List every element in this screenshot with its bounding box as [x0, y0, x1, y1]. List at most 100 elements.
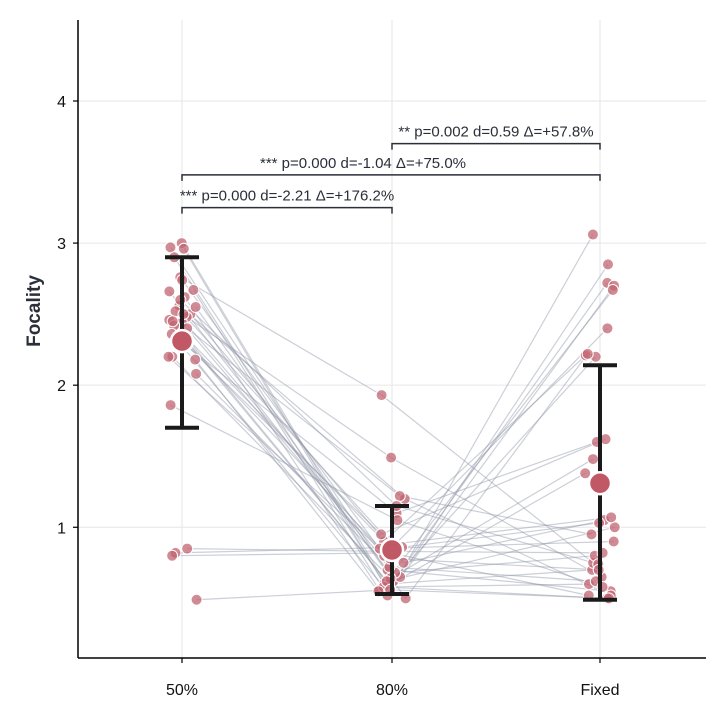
y-tick-label: 1	[57, 520, 66, 537]
subject-line	[392, 282, 608, 582]
subject-line	[391, 516, 612, 545]
subject-line	[189, 313, 404, 564]
subject-line	[390, 552, 589, 597]
subject-line	[387, 569, 611, 592]
data-point	[166, 315, 179, 328]
subject-line	[378, 289, 614, 591]
subject-line	[381, 394, 594, 564]
subject-line	[181, 279, 401, 578]
data-point	[585, 528, 598, 541]
subject-line	[396, 441, 598, 514]
data-point	[181, 542, 194, 555]
subject-line	[171, 333, 397, 514]
subject-lines	[168, 234, 615, 601]
data-point	[177, 242, 190, 255]
y-tick-label: 2	[57, 378, 66, 395]
subject-line	[173, 256, 388, 588]
data-point	[164, 241, 177, 254]
subject-line	[192, 289, 389, 596]
subject-line	[179, 299, 397, 507]
subject-line	[183, 248, 385, 585]
mean-marker	[587, 470, 613, 496]
subject-line	[399, 495, 592, 535]
subject-line	[186, 327, 401, 497]
subject-line	[390, 458, 594, 579]
subject-line	[396, 505, 599, 565]
data-point	[581, 347, 594, 360]
subject-line	[168, 356, 381, 550]
subject-line	[383, 354, 587, 542]
subject-line	[405, 353, 589, 599]
subject-line	[187, 547, 391, 553]
axes: 1 2 3 4 50% 80% Fixed	[57, 20, 706, 699]
subject-line	[194, 359, 379, 592]
data-point	[375, 389, 388, 402]
subject-line	[378, 472, 586, 592]
subject-line	[178, 305, 406, 500]
subject-line	[172, 552, 391, 557]
subject-line	[386, 526, 615, 582]
data-point	[375, 528, 388, 541]
subject-line	[195, 373, 390, 568]
x-tick-label: Fixed	[580, 682, 619, 699]
subject-line	[402, 522, 600, 548]
data-point	[601, 258, 614, 271]
mean-marker	[169, 328, 195, 354]
subject-line	[389, 234, 594, 592]
data-point	[586, 228, 599, 241]
subject-line	[387, 285, 615, 596]
subject-line	[175, 310, 385, 557]
subject-line	[170, 404, 398, 521]
data-point	[166, 549, 179, 562]
data-point	[190, 367, 203, 380]
subject-line	[169, 247, 394, 582]
subject-line	[383, 586, 608, 599]
x-tick-label: 50%	[166, 682, 198, 699]
mean-sd-marks	[165, 255, 617, 602]
data-point	[601, 322, 614, 335]
data-point	[385, 451, 398, 464]
subject-line	[186, 316, 392, 459]
data-point	[605, 511, 618, 524]
subject-line	[195, 306, 407, 599]
subject-line	[168, 291, 389, 571]
data-point	[164, 399, 177, 412]
subject-line	[181, 345, 385, 588]
subject-line	[397, 519, 603, 588]
subject-line	[383, 327, 608, 557]
y-tick-label: 3	[57, 236, 66, 253]
subject-line	[386, 583, 589, 588]
data-point	[397, 556, 410, 569]
subject-line	[395, 555, 595, 574]
significance-bracket	[391, 142, 601, 150]
subject-line	[389, 566, 596, 582]
x-tick-label: 80%	[376, 682, 408, 699]
subject-line	[383, 569, 593, 585]
mean-marker	[379, 537, 405, 563]
subject-line	[196, 589, 391, 601]
subject-line	[403, 519, 605, 564]
subject-line	[390, 557, 599, 571]
subject-line	[388, 356, 597, 585]
data-point	[587, 453, 600, 466]
comparison-annotations: *** p=0.000 d=-2.21 Δ=+176.2% *** p=0.000…	[180, 124, 601, 214]
subject-line	[390, 550, 603, 554]
subject-line	[179, 276, 382, 396]
data-point	[579, 467, 592, 480]
data-point	[606, 283, 619, 296]
subject-line	[179, 335, 391, 559]
subject-line	[171, 356, 391, 579]
subject-line	[175, 546, 403, 554]
subject-line	[379, 540, 614, 550]
data-point	[189, 301, 202, 314]
significance-label: ** p=0.002 d=0.59 Δ=+57.8%	[398, 124, 593, 141]
subject-line	[183, 342, 382, 535]
subject-line	[390, 589, 609, 599]
significance-bracket	[181, 174, 601, 181]
data-point	[393, 490, 406, 503]
significance-label: *** p=0.000 d=-1.04 Δ=+75.0%	[260, 155, 466, 172]
data-point	[190, 593, 203, 606]
data-point	[163, 285, 176, 298]
subject-line	[172, 320, 388, 582]
